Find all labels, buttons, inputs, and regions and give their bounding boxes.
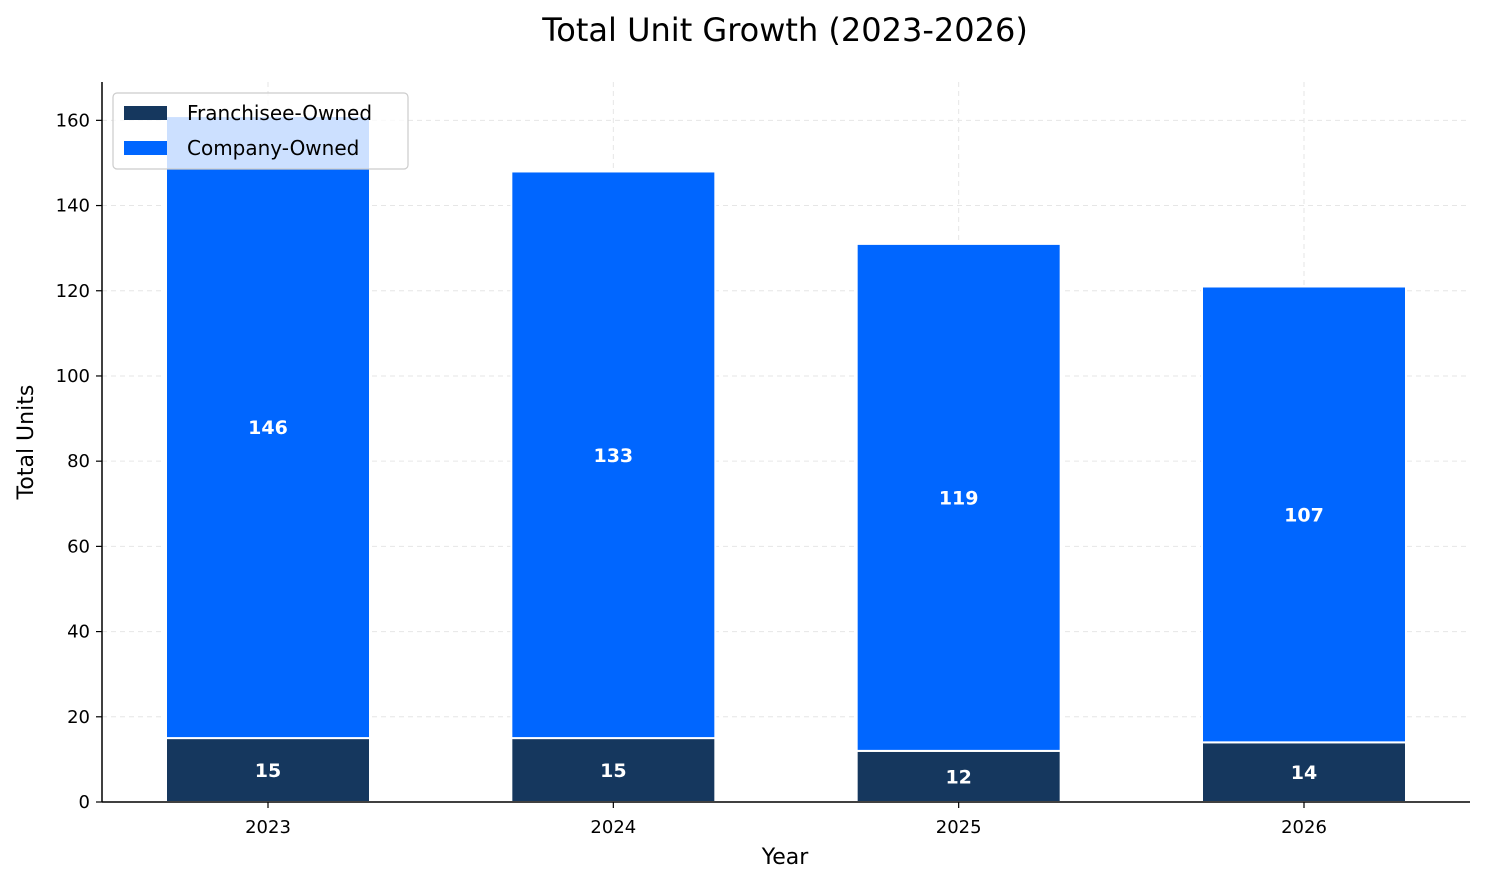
bars: [165, 115, 1407, 804]
bar-company-owned-2024: [510, 170, 717, 740]
x-tick-label: 2024: [590, 817, 636, 838]
legend-label-company-owned: Company-Owned: [187, 136, 359, 160]
y-tick-label: 60: [67, 536, 90, 557]
y-tick-label: 0: [79, 792, 90, 813]
data-label-franchisee-owned-2025: 12: [945, 766, 971, 788]
data-label-company-owned-2026: 107: [1284, 504, 1324, 526]
y-axis-label: Total Units: [14, 385, 39, 501]
data-label-company-owned-2025: 119: [939, 487, 979, 509]
data-label-company-owned-2024: 133: [593, 445, 633, 467]
legend: Franchisee-Owned Company-Owned: [112, 92, 409, 170]
data-label-franchisee-owned-2026: 14: [1291, 762, 1317, 784]
y-tick-label: 140: [56, 196, 90, 217]
data-label-franchisee-owned-2023: 15: [255, 760, 281, 782]
chart-title: Total Unit Growth (2023-2026): [541, 11, 1028, 49]
y-tick-label: 160: [56, 110, 90, 131]
bar-company-owned-2025: [855, 242, 1062, 752]
data-label-franchisee-owned-2024: 15: [600, 760, 626, 782]
y-tick-label: 20: [67, 707, 90, 728]
bar-company-owned-2023: [165, 115, 371, 740]
legend-box: [112, 92, 409, 170]
legend-swatch-company-owned: [124, 141, 167, 155]
bar-company-owned-2026: [1201, 285, 1407, 744]
bar-data-labels: 15 146 15 133 12 119 14 107: [248, 417, 1324, 788]
x-tick-label: 2026: [1281, 817, 1327, 838]
y-tick-label: 80: [67, 451, 90, 472]
y-tick-label: 100: [56, 366, 90, 387]
legend-label-franchisee-owned: Franchisee-Owned: [187, 101, 372, 125]
x-tick-label: 2023: [245, 817, 291, 838]
data-label-company-owned-2023: 146: [248, 417, 288, 439]
axes: 0 20 40 60 80 100 120 140 160 2023 2024 2025 2026: [56, 82, 1470, 838]
legend-swatch-franchisee-owned: [124, 106, 167, 120]
x-tick-label: 2025: [936, 817, 982, 838]
x-axis-label: Year: [761, 845, 810, 870]
y-tick-label: 40: [67, 622, 90, 643]
y-tick-label: 120: [56, 281, 90, 302]
